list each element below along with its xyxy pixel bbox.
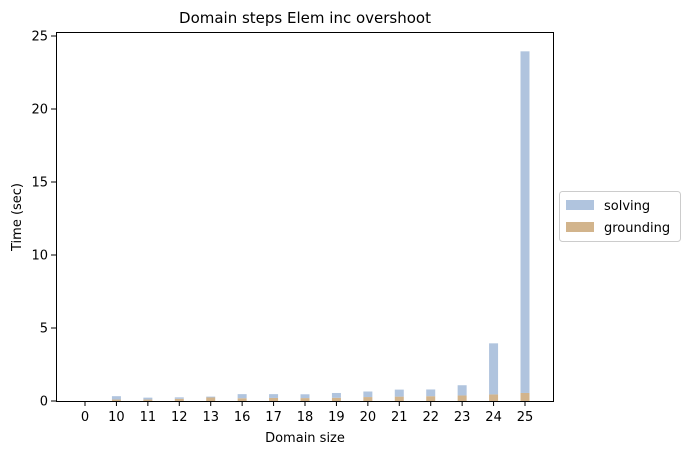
x-tick-label: 22: [422, 410, 439, 425]
bar-grounding-20: [363, 397, 373, 401]
bar-grounding-16: [237, 398, 247, 401]
bar-solving-24: [489, 343, 499, 395]
x-axis-ticks: 0 10 11 12 13 16 17 18 19 20 21 22 23 24 25: [81, 401, 533, 425]
bar-grounding-25: [520, 392, 530, 401]
y-axis-label: Time (sec): [10, 183, 25, 252]
bar-grounding-22: [426, 396, 436, 401]
bar-solving-25: [520, 51, 530, 393]
bar-solving-17: [269, 394, 279, 398]
x-tick-label: 24: [485, 410, 502, 425]
y-tick-label: 0: [40, 395, 48, 410]
bar-solving-16: [237, 394, 247, 399]
bar-grounding-13: [206, 397, 216, 401]
y-tick-label: 15: [31, 176, 48, 191]
y-tick-label: 25: [31, 30, 48, 45]
y-tick-label: 20: [31, 103, 48, 118]
bar-grounding-12: [174, 398, 184, 401]
bar-solving-12: [174, 397, 184, 399]
x-tick-label: 19: [328, 410, 345, 425]
bar-solving-21: [394, 389, 404, 397]
x-tick-label: 18: [297, 410, 314, 425]
bar-solving-18: [300, 394, 310, 399]
x-tick-label: 25: [517, 410, 534, 425]
bar-grounding-24: [489, 394, 499, 401]
legend-swatch-grounding: [566, 222, 594, 232]
bar-solving-13: [206, 396, 216, 398]
y-axis-ticks: 0 5 10 15 20 25: [31, 30, 56, 410]
bar-solving-20: [363, 391, 373, 398]
bar-solving-19: [331, 392, 341, 398]
bar-solving-23: [457, 385, 467, 396]
bar-solving-11: [143, 397, 153, 400]
bar-grounding-10: [111, 399, 121, 401]
x-tick-label: 16: [234, 410, 251, 425]
x-tick-label: 13: [202, 410, 219, 425]
x-tick-label: 11: [140, 410, 157, 425]
bar-grounding-21: [394, 396, 404, 401]
bar-grounding-23: [457, 395, 467, 401]
legend-label-grounding: grounding: [604, 221, 670, 236]
legend-swatch-solving: [566, 200, 594, 210]
x-tick-label: 0: [81, 410, 89, 425]
bar-grounding-11: [143, 399, 153, 401]
chart-title: Domain steps Elem inc overshoot: [179, 9, 431, 27]
bars-group: [111, 51, 530, 401]
bar-grounding-18: [300, 398, 310, 401]
plot-frame: [56, 32, 554, 402]
y-tick-label: 5: [40, 322, 48, 337]
legend: solving grounding: [559, 191, 681, 242]
x-tick-label: 21: [391, 410, 408, 425]
bar-solving-10: [111, 396, 121, 400]
x-tick-label: 10: [108, 410, 125, 425]
bar-solving-22: [426, 389, 436, 397]
x-tick-label: 20: [360, 410, 377, 425]
legend-label-solving: solving: [604, 199, 650, 214]
x-axis-label: Domain size: [265, 431, 345, 446]
x-tick-label: 23: [454, 410, 471, 425]
x-tick-label: 17: [265, 410, 282, 425]
x-tick-label: 12: [171, 410, 188, 425]
bar-grounding-19: [331, 397, 341, 401]
y-tick-label: 10: [31, 249, 48, 264]
bar-grounding-17: [269, 397, 279, 401]
